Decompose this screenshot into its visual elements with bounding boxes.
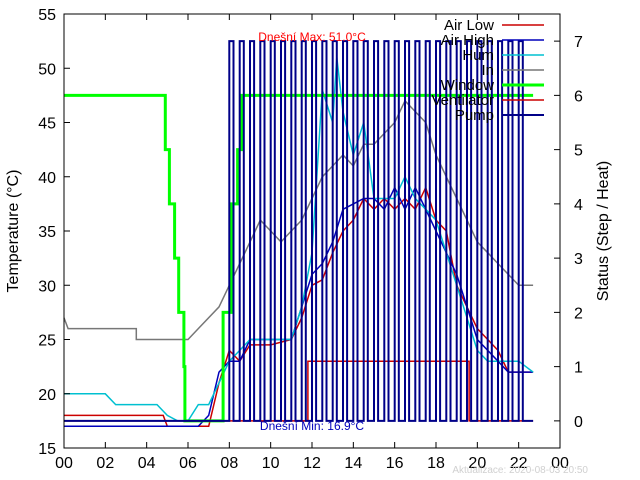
y-left-tick-label: 15: [38, 441, 56, 458]
legend-label-air-high: Air High: [441, 32, 494, 49]
y-left-tick-label: 50: [38, 61, 56, 78]
x-tick-label: 00: [55, 455, 73, 472]
y-axis-left-title: Temperature (°C): [5, 170, 22, 293]
y-left-tick-label: 35: [38, 224, 56, 241]
y-right-tick-label: 7: [574, 34, 583, 51]
y-left-tick-label: 55: [38, 7, 56, 24]
legend-label-window: Window: [441, 77, 495, 94]
x-tick-label: 18: [427, 455, 445, 472]
x-tick-label: 00: [551, 455, 569, 472]
x-tick-label: 08: [220, 455, 238, 472]
x-tick-label: 04: [138, 455, 156, 472]
x-tick-label: 16: [386, 455, 404, 472]
x-tick-label: 10: [262, 455, 280, 472]
y-left-tick-label: 30: [38, 278, 56, 295]
y-right-tick-label: 3: [574, 251, 583, 268]
legend-label-air-low: Air Low: [444, 17, 494, 34]
x-tick-label: 20: [468, 455, 486, 472]
x-tick-label: 14: [344, 455, 362, 472]
y-right-tick-label: 4: [574, 197, 583, 214]
x-tick-label: 02: [96, 455, 114, 472]
x-tick-label: 12: [303, 455, 321, 472]
min-annotation: Dnešní Min: 16.9°C: [260, 419, 365, 433]
legend-label-in: In: [481, 62, 494, 79]
ticks-layer: 00 02 04 06 08 10 12 14 16 18 20 22 0015202530354045…: [38, 7, 583, 472]
y-right-tick-label: 0: [574, 414, 583, 431]
series-layer: [63, 40, 534, 428]
y-right-tick-label: 6: [574, 88, 583, 105]
x-tick-label: 22: [510, 455, 528, 472]
series-air-high-line: [64, 185, 534, 428]
y-right-tick-label: 5: [574, 143, 583, 160]
y-left-tick-label: 25: [38, 333, 56, 350]
y-right-tick-label: 1: [574, 360, 583, 377]
y-axis-right-title: Status (Step / Heat): [595, 161, 612, 302]
y-right-tick-label: 2: [574, 305, 583, 322]
y-left-tick-label: 20: [38, 387, 56, 404]
series-pump-line: [64, 40, 534, 422]
series-window-line: [64, 93, 534, 423]
y-left-tick-label: 40: [38, 170, 56, 187]
y-left-tick-label: 45: [38, 116, 56, 133]
legend-label-ventilator: Ventilator: [431, 92, 494, 109]
max-annotation: Dnešní Max: 51.0°C: [258, 30, 366, 44]
legend-label-hum: Hum: [462, 47, 494, 64]
updated-timestamp: Aktualizace: 2020-08-03 20:50: [452, 465, 588, 476]
legend-label-pump: Pump: [455, 107, 494, 124]
x-tick-label: 06: [179, 455, 197, 472]
